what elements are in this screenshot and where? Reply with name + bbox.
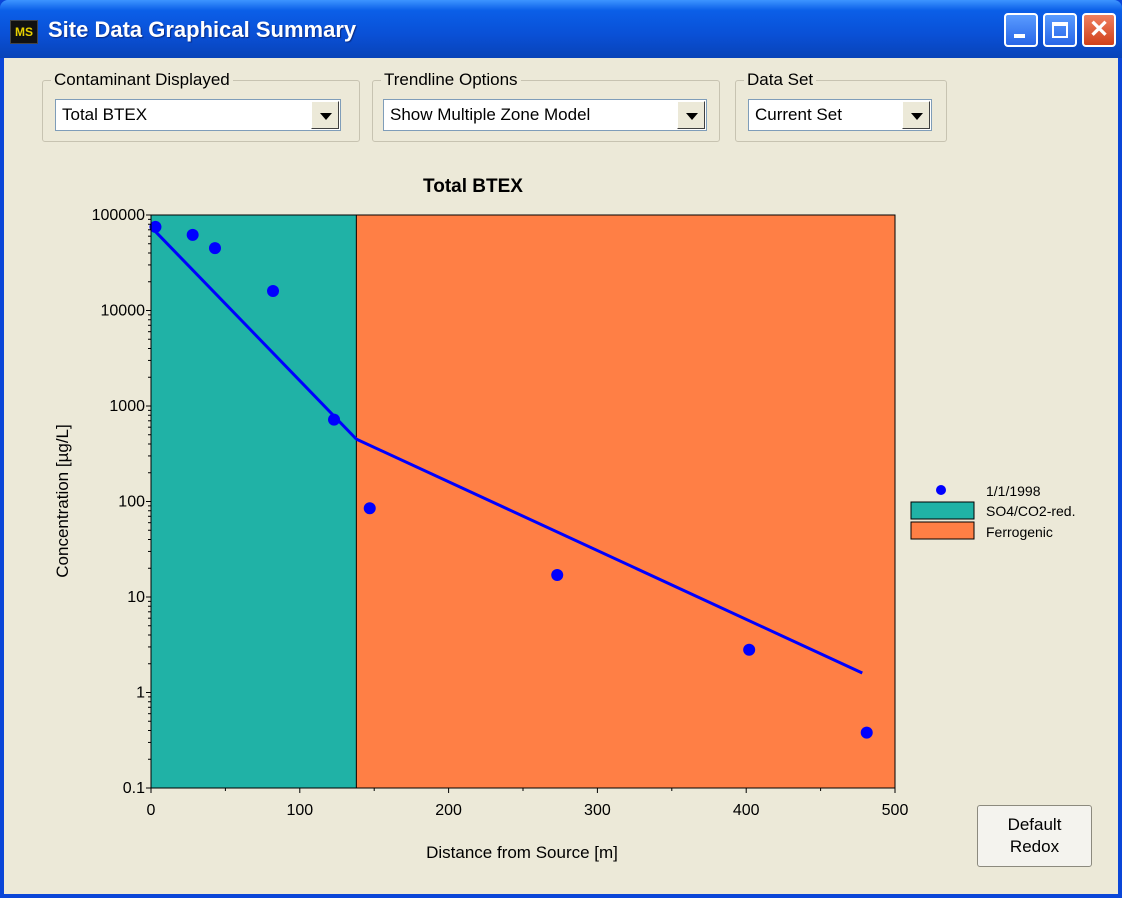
x-axis-label: Distance from Source [m] (426, 843, 618, 862)
trendline-segment-1 (149, 225, 358, 441)
minimize-icon (1014, 34, 1025, 38)
y-tick-label: 100000 (92, 207, 145, 224)
data-point (149, 220, 162, 233)
x-tick-label: 200 (435, 802, 462, 819)
data-point (743, 643, 756, 656)
redox-zone-2 (356, 215, 895, 788)
trendline-segment-2 (355, 437, 863, 675)
trendline-dropdown[interactable]: Show Multiple Zone Model (383, 99, 707, 131)
trendline-value: Show Multiple Zone Model (390, 105, 591, 124)
default-redox-button[interactable]: Default Redox (977, 805, 1092, 867)
dataset-value: Current Set (755, 105, 842, 124)
data-point (208, 242, 221, 255)
x-tick-label: 100 (286, 802, 313, 819)
data-point (860, 726, 873, 739)
contaminant-group: Contaminant Displayed Total BTEX (42, 70, 360, 142)
legend-swatch-zone2 (910, 521, 975, 540)
y-tick-label: 100 (118, 494, 145, 511)
points-layer (149, 220, 873, 739)
dataset-dropdown-button[interactable] (902, 101, 930, 129)
default-redox-label-line1: Default (1007, 815, 1062, 834)
default-redox-label-line2: Redox (1009, 837, 1060, 856)
chevron-down-icon (686, 113, 698, 120)
contaminant-value: Total BTEX (62, 105, 148, 124)
dataset-group: Data Set Current Set (735, 70, 947, 142)
chevron-down-icon (911, 113, 923, 120)
chart-title: Total BTEX (423, 176, 523, 197)
x-tick-label: 300 (584, 802, 611, 819)
zones-layer (151, 215, 895, 788)
x-tick-label: 0 (147, 802, 156, 819)
maximize-icon (1052, 22, 1068, 38)
dataset-dropdown[interactable]: Current Set (748, 99, 932, 131)
data-point (363, 502, 376, 515)
legend: 1/1/1998 SO4/CO2-red. Ferrogenic (910, 483, 1075, 540)
legend-label-series: 1/1/1998 (986, 483, 1041, 499)
data-point (186, 228, 199, 241)
dataset-label: Data Set (744, 70, 817, 90)
legend-label-zone1: SO4/CO2-red. (986, 503, 1075, 519)
x-tick-label: 500 (882, 802, 909, 819)
client-area: Contaminant Displayed Total BTEX Trendli… (4, 58, 1118, 894)
maximize-button[interactable] (1043, 13, 1077, 47)
y-tick-label: 0.1 (123, 780, 145, 797)
app-icon: MS (10, 20, 38, 44)
minimize-button[interactable] (1004, 13, 1038, 47)
contaminant-dropdown-button[interactable] (311, 101, 339, 129)
chevron-down-icon (320, 113, 332, 120)
x-tick-label: 400 (733, 802, 760, 819)
window-title: Site Data Graphical Summary (48, 17, 357, 42)
y-axis-label: Concentration [µg/L] (53, 424, 72, 577)
title-bar[interactable]: MS Site Data Graphical Summary ✕ (0, 0, 1122, 58)
close-icon: ✕ (1088, 16, 1110, 43)
redox-zone-1 (151, 215, 357, 788)
trendline-layer (149, 225, 863, 675)
y-tick-label: 10000 (101, 303, 146, 320)
contaminant-label: Contaminant Displayed (51, 70, 233, 90)
y-axis-ticks: 0.1 1 10 100 1000 10000 100000 (92, 207, 151, 797)
data-point (551, 568, 564, 581)
y-tick-label: 1 (136, 685, 145, 702)
data-point (267, 285, 280, 298)
y-tick-label: 10 (127, 589, 145, 606)
close-button[interactable]: ✕ (1082, 13, 1116, 47)
data-point (328, 413, 341, 426)
chart: Total BTEX 0 100 200 300 400 500 0.1 1 10 100 100… (53, 176, 1075, 862)
x-axis-ticks: 0 100 200 300 400 500 (147, 788, 909, 819)
legend-label-zone2: Ferrogenic (986, 524, 1053, 540)
legend-swatch-zone1 (910, 501, 975, 520)
trendline-dropdown-button[interactable] (677, 101, 705, 129)
contaminant-dropdown[interactable]: Total BTEX (55, 99, 341, 131)
trendline-group: Trendline Options Show Multiple Zone Mod… (372, 70, 720, 142)
legend-marker-series (936, 485, 946, 495)
y-tick-label: 1000 (109, 398, 145, 415)
trendline-label: Trendline Options (381, 70, 521, 90)
